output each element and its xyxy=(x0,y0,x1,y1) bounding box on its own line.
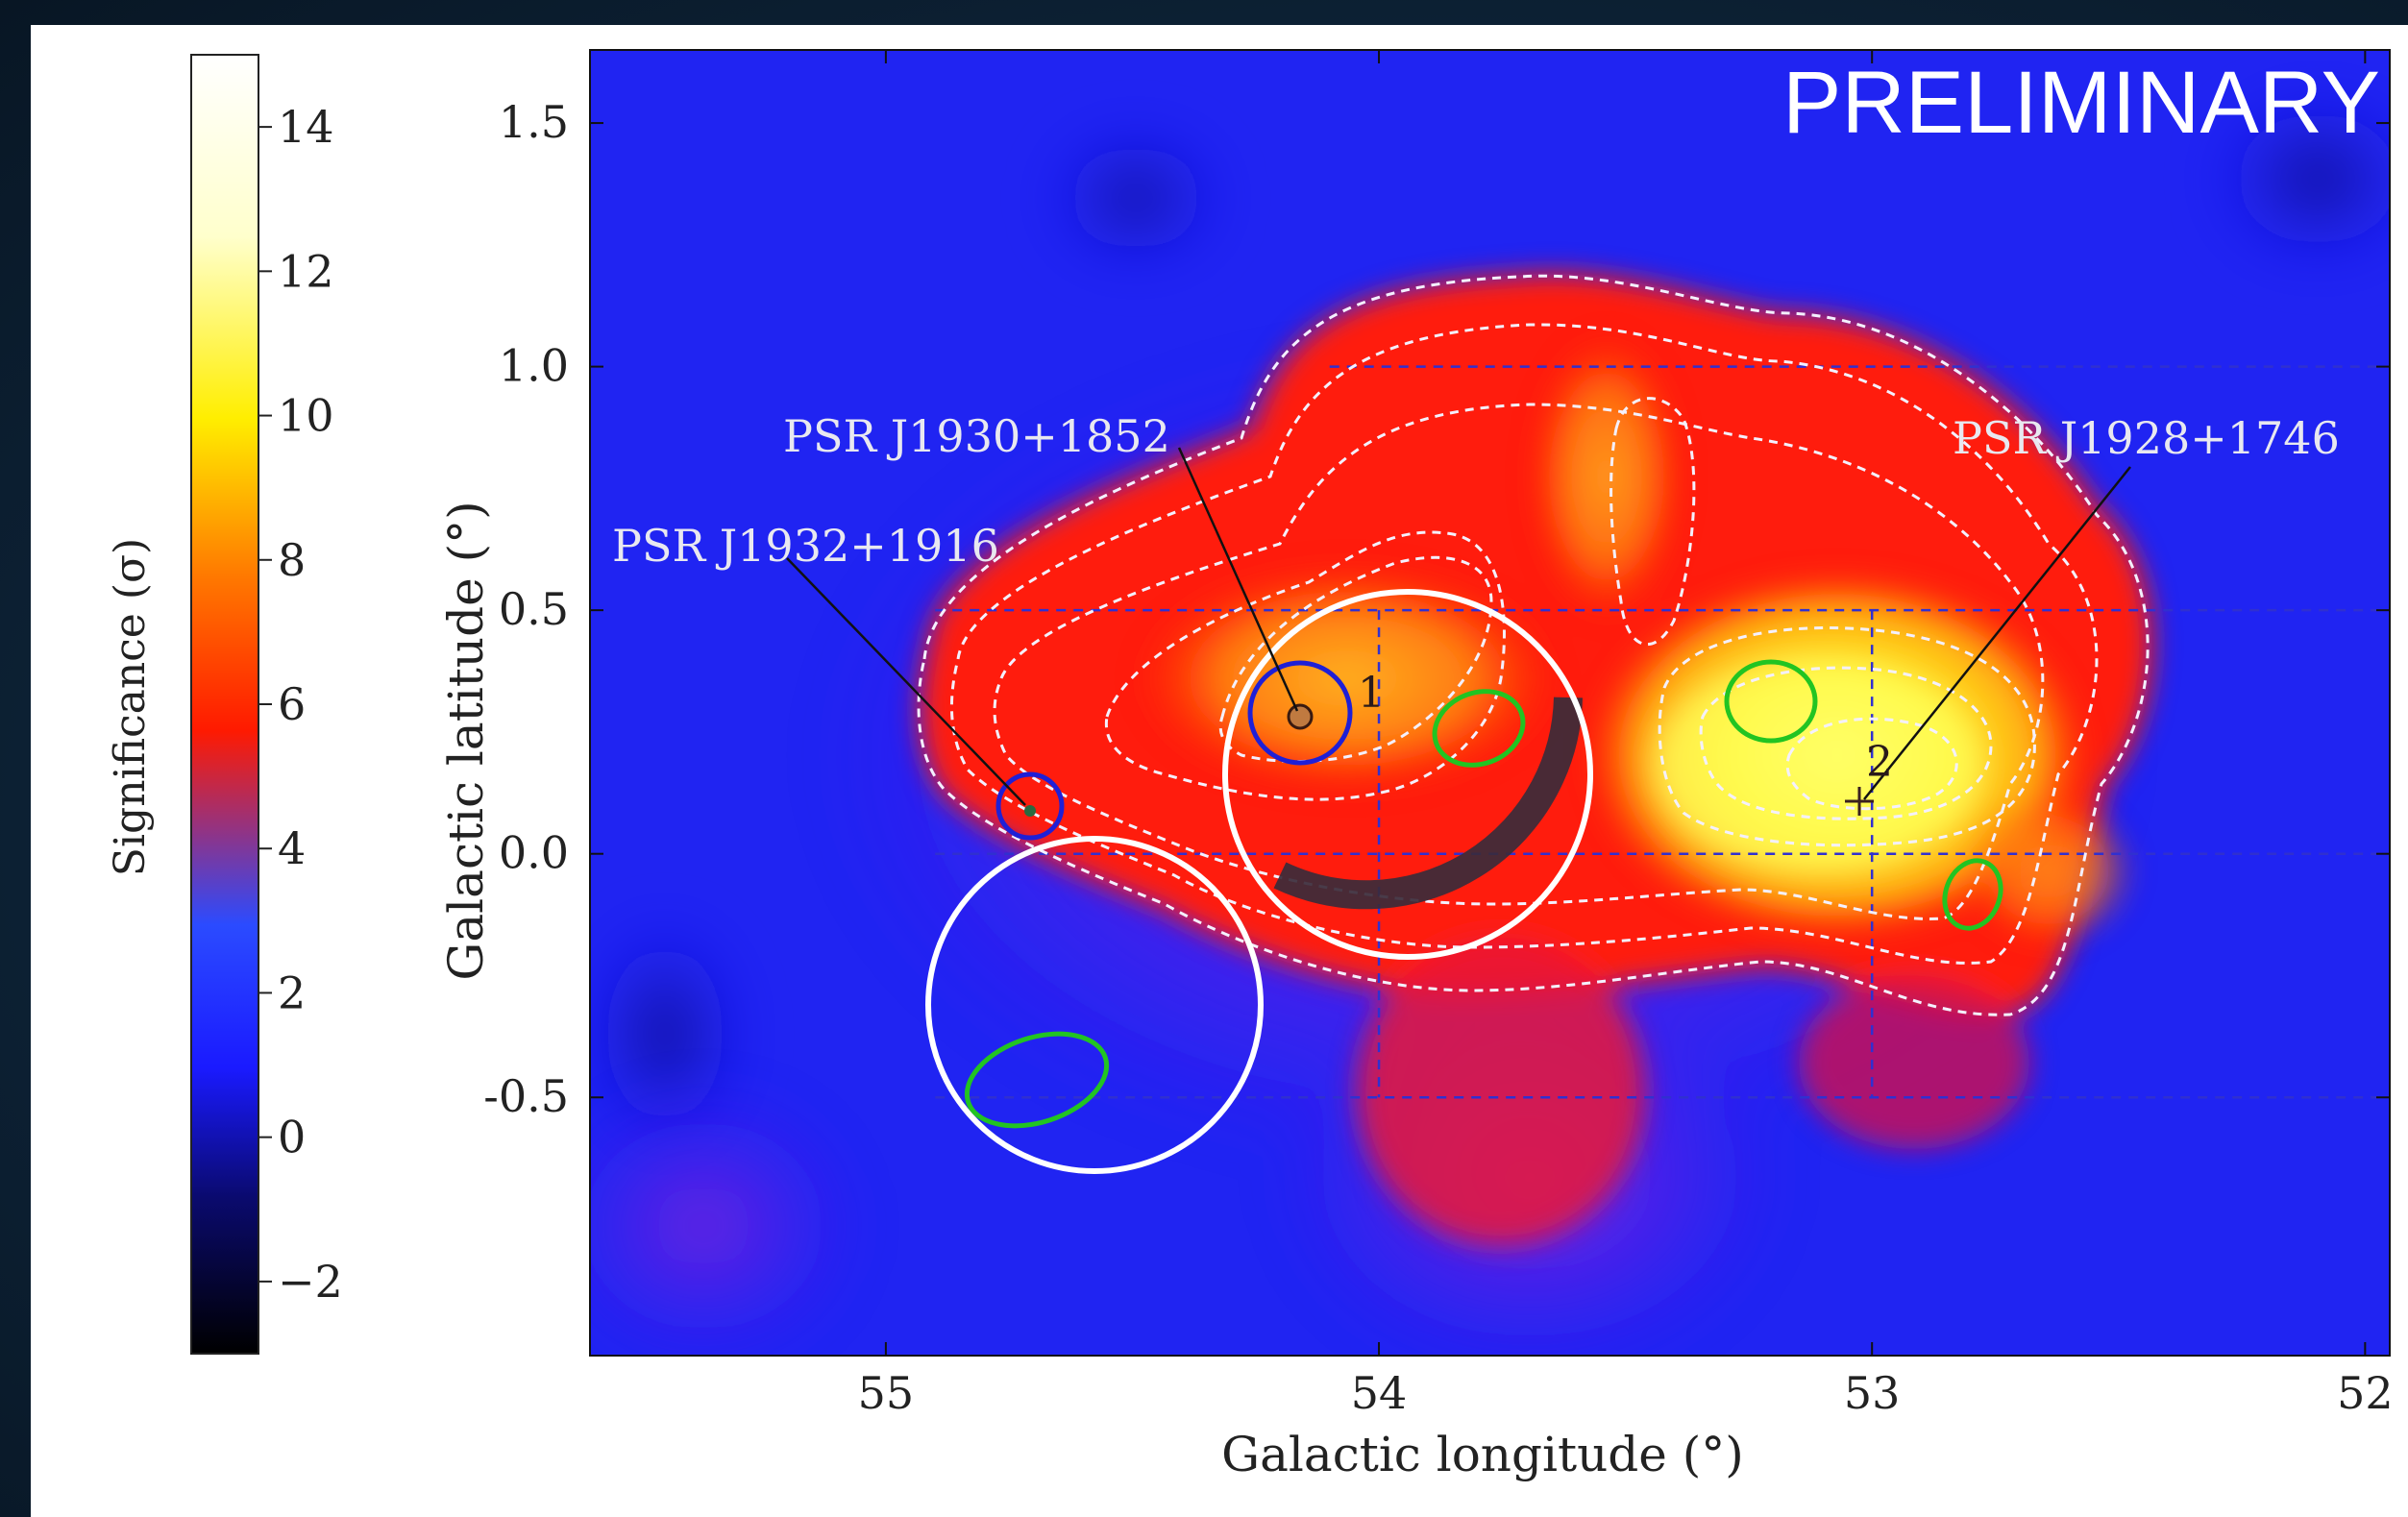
contour-7 xyxy=(1658,626,2036,847)
colorbar-tick-label: 8 xyxy=(278,534,306,586)
contour-3 xyxy=(993,403,2045,920)
pulsar-circle-j1932 xyxy=(995,771,1065,841)
white-circle-1 xyxy=(1222,589,1593,960)
grid-lines xyxy=(935,365,2390,1099)
leader-j1932 xyxy=(786,557,1026,806)
x-axis-label: Galactic longitude (°) xyxy=(1221,1427,1744,1482)
overlay-markers xyxy=(786,447,2131,1174)
x-tick-label: 55 xyxy=(858,1367,915,1419)
green-ellipse-4 xyxy=(964,1031,1110,1129)
pulsar-cross-j1928 xyxy=(1845,787,1874,816)
source-label-j1932: PSR J1932+1916 xyxy=(612,520,999,572)
source-label-j1930: PSR J1930+1852 xyxy=(783,410,1170,462)
contour-8 xyxy=(1699,666,1993,820)
x-axis-ticks: 55 54 53 52 xyxy=(858,50,2394,1419)
colorbar-tick-label: 14 xyxy=(278,101,334,153)
hotspot-label-2: 2 xyxy=(1866,738,1893,787)
plot-labels: PSR J1930+1852 PSR J1932+1916 PSR J1928+… xyxy=(612,54,2380,787)
y-tick-label: 1.5 xyxy=(499,96,569,148)
preliminary-label: PRELIMINARY xyxy=(1782,54,2380,152)
colorbar-ticks: 14 12 10 8 6 4 2 0 −2 xyxy=(258,101,343,1308)
colorbar-tick-label: 6 xyxy=(278,678,306,730)
slide-panel: 14 12 10 8 6 4 2 0 −2 Significance (σ) xyxy=(31,25,2408,1517)
x-tick-label: 52 xyxy=(2337,1367,2394,1419)
plot-frame xyxy=(589,49,2391,1357)
white-circle-2 xyxy=(925,836,1264,1174)
colorbar: 14 12 10 8 6 4 2 0 −2 Significance (σ) xyxy=(106,54,343,1355)
leader-j1930 xyxy=(1177,447,1299,712)
y-tick-label: 1.0 xyxy=(499,340,569,392)
x-tick-label: 54 xyxy=(1351,1367,1408,1419)
heatmap xyxy=(590,50,2390,1356)
y-tick-label: -0.5 xyxy=(483,1070,569,1122)
colorbar-tick-label: 12 xyxy=(278,245,334,297)
source-label-j1928: PSR J1928+1746 xyxy=(1953,412,2340,464)
colorbar-tick-label: 2 xyxy=(278,966,306,1018)
y-tick-label: 0.5 xyxy=(499,583,569,635)
y-tick-label: 0.0 xyxy=(499,827,569,879)
green-ellipse-1 xyxy=(1432,689,1526,768)
contour-6 xyxy=(1609,397,1696,647)
green-ellipse-2 xyxy=(1724,659,1818,744)
pulsar-dot-j1932 xyxy=(1024,805,1036,817)
heatmap-dark-patches xyxy=(590,92,2390,1149)
contour-2 xyxy=(949,323,2099,965)
contour-9 xyxy=(1785,717,1958,811)
colorbar-gradient xyxy=(190,54,259,1355)
colorbar-label: Significance (σ) xyxy=(106,538,155,876)
hotspot-label-1: 1 xyxy=(1358,669,1385,718)
colorbar-tick-label: −2 xyxy=(278,1256,343,1308)
pulsar-dot-j1930 xyxy=(1287,703,1314,730)
green-ellipse-3 xyxy=(1942,858,2003,931)
contour-5 xyxy=(1218,555,1493,764)
contours xyxy=(917,274,2150,1016)
colorbar-tick-label: 4 xyxy=(278,822,306,874)
arc-region xyxy=(1273,697,1583,910)
colorbar-tick-label: 0 xyxy=(278,1112,306,1163)
y-axis-label: Galactic latitude (°) xyxy=(438,501,494,980)
colorbar-tick-label: 10 xyxy=(278,390,334,442)
x-tick-label: 53 xyxy=(1844,1367,1901,1419)
leader-j1928 xyxy=(1863,466,2131,800)
y-axis-ticks: 1.5 1.0 0.5 0.0 -0.5 xyxy=(483,96,2390,1122)
pulsar-circle-j1930 xyxy=(1247,660,1353,766)
